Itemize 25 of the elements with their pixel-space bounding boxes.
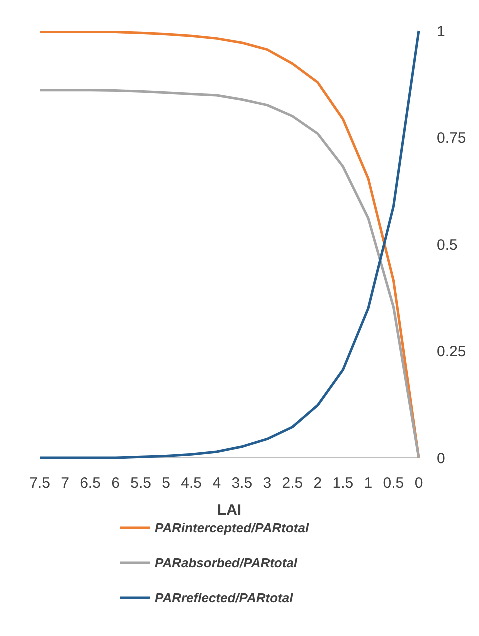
y-tick-label: 0 [437, 450, 446, 468]
x-tick-label: 7.5 [30, 475, 50, 492]
x-tick-label: 2.5 [282, 475, 304, 492]
legend-label: PARreflected/PARtotal [155, 590, 294, 606]
x-tick-label: 1.5 [332, 475, 354, 492]
y-tick-label: 1 [437, 23, 446, 40]
x-tick-label: 3.5 [232, 475, 253, 492]
x-tick-label: 5.5 [130, 475, 152, 492]
y-tick-label: 0.5 [437, 236, 458, 254]
x-tick-label: 7 [61, 475, 70, 492]
x-axis-title: LAI [217, 502, 242, 519]
legend-label: PARabsorbed/PARtotal [155, 556, 298, 571]
x-tick-label: 6 [112, 475, 120, 492]
x-tick-label: 6.5 [80, 475, 101, 492]
x-tick-label: 4.5 [181, 475, 202, 492]
y-tick-label: 0.75 [437, 130, 466, 147]
x-tick-label: 2 [314, 475, 322, 492]
x-tick-label: 1 [364, 475, 373, 492]
y-tick-label: 0.25 [437, 344, 466, 360]
x-tick-label: 4 [212, 475, 222, 492]
x-tick-label: 5 [162, 475, 171, 492]
x-tick-label: 0 [414, 475, 424, 492]
x-tick-label: 3 [263, 475, 272, 492]
x-tick-label: 0.5 [383, 475, 404, 492]
legend-label: PARintercepted/PARtotal [155, 520, 310, 536]
